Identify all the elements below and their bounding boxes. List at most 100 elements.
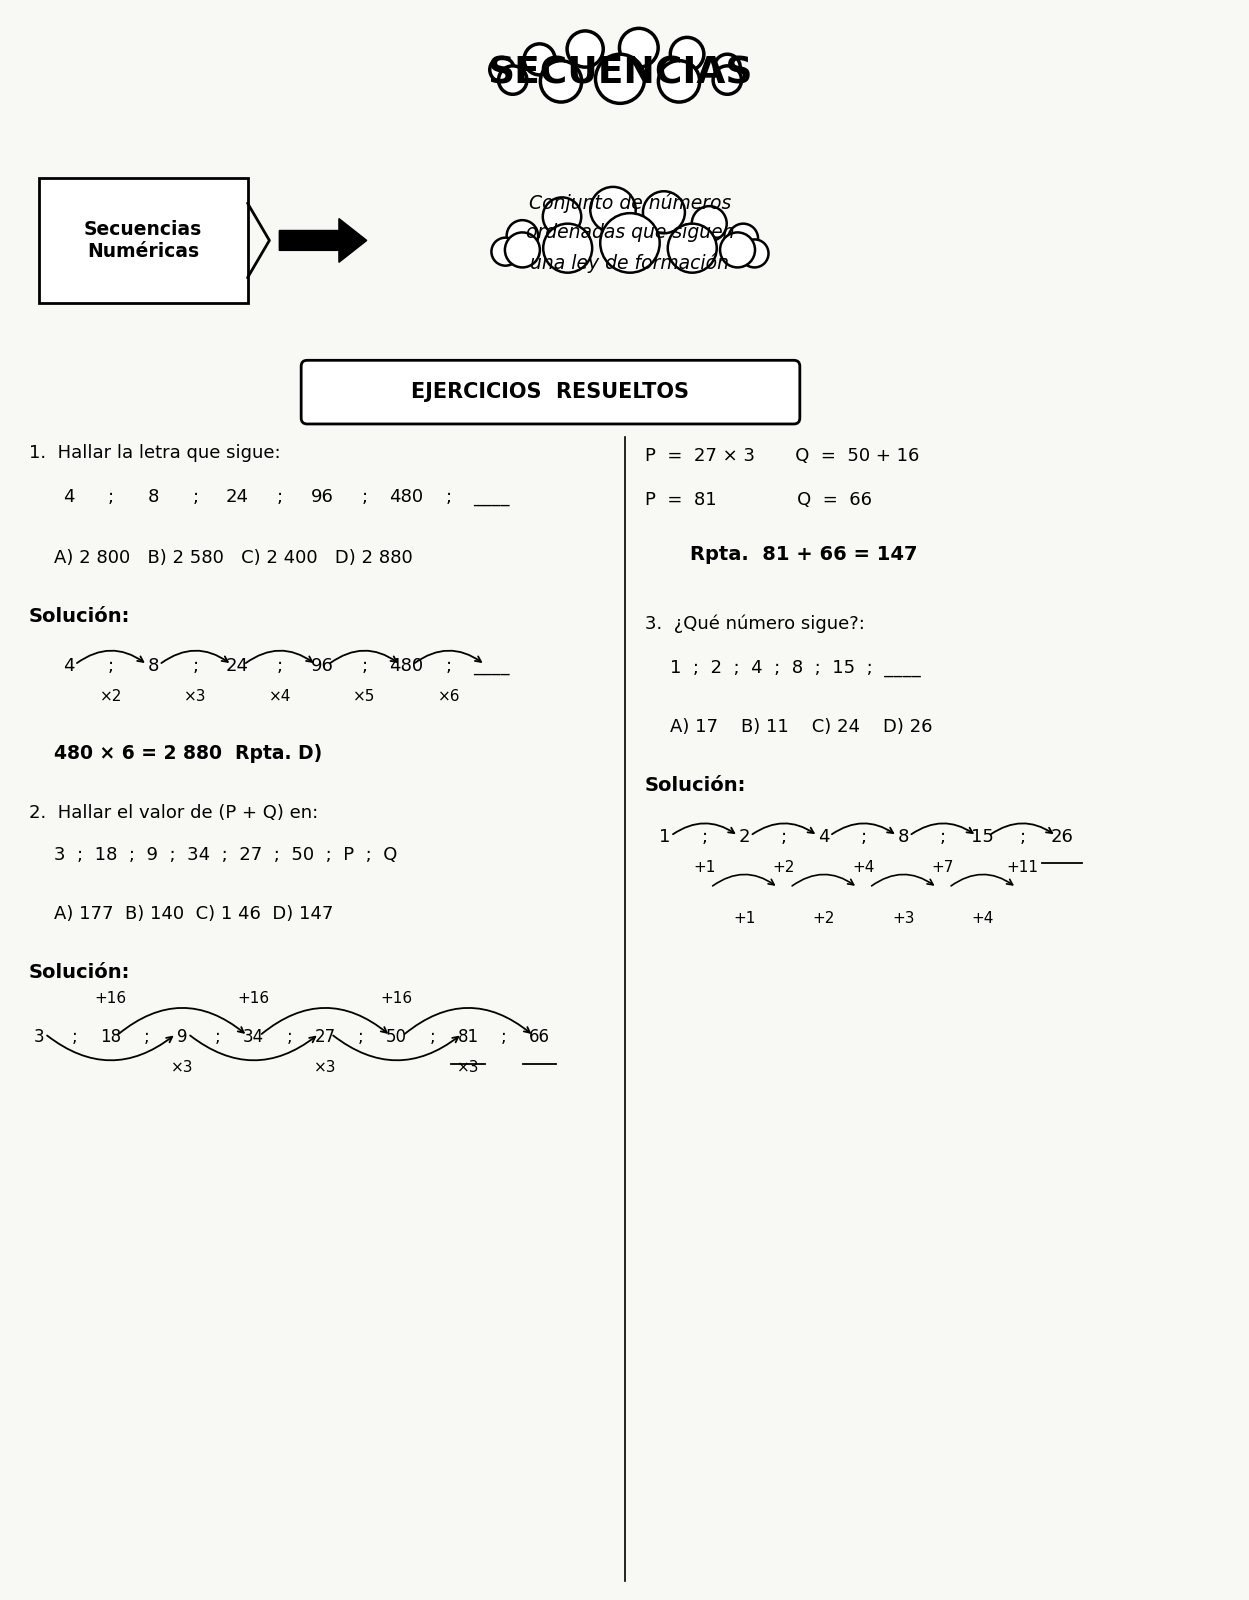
Text: +3: +3 <box>892 912 914 926</box>
Text: +4: +4 <box>852 859 874 875</box>
Circle shape <box>491 238 520 266</box>
Text: ____: ____ <box>472 656 510 675</box>
Circle shape <box>596 54 644 104</box>
Text: ;: ; <box>781 827 787 846</box>
Text: ;: ; <box>939 827 945 846</box>
Text: +16: +16 <box>381 990 412 1006</box>
Text: A) 17    B) 11    C) 24    D) 26: A) 17 B) 11 C) 24 D) 26 <box>669 718 932 736</box>
Text: ×3: ×3 <box>171 1059 194 1075</box>
Circle shape <box>601 213 659 272</box>
FancyBboxPatch shape <box>39 178 247 302</box>
Text: 480 × 6 = 2 880  Rpta. D): 480 × 6 = 2 880 Rpta. D) <box>54 744 322 763</box>
Text: 1: 1 <box>659 827 671 846</box>
Circle shape <box>668 224 717 272</box>
Circle shape <box>541 61 582 102</box>
Text: 3.  ¿Qué número sigue?:: 3. ¿Qué número sigue?: <box>644 614 864 634</box>
Text: +16: +16 <box>237 990 270 1006</box>
Circle shape <box>498 66 527 94</box>
Circle shape <box>692 206 727 242</box>
Circle shape <box>490 58 515 82</box>
Text: A) 2 800   B) 2 580   C) 2 400   D) 2 880: A) 2 800 B) 2 580 C) 2 400 D) 2 880 <box>54 549 412 568</box>
Text: ;: ; <box>446 488 452 506</box>
Text: Solución:: Solución: <box>644 776 746 795</box>
Text: 8: 8 <box>147 656 159 675</box>
Circle shape <box>505 232 540 267</box>
Text: ;: ; <box>358 1027 363 1046</box>
FancyArrowPatch shape <box>330 651 397 662</box>
Text: ×3: ×3 <box>457 1059 480 1075</box>
Circle shape <box>721 232 756 267</box>
Text: P  =  27 × 3       Q  =  50 + 16: P = 27 × 3 Q = 50 + 16 <box>644 446 919 466</box>
Text: ;: ; <box>107 656 114 675</box>
Text: SECUENCIAS: SECUENCIAS <box>487 56 753 91</box>
FancyArrowPatch shape <box>872 875 933 886</box>
Text: 8: 8 <box>147 488 159 506</box>
Text: +1: +1 <box>733 912 756 926</box>
Text: ;: ; <box>107 488 114 506</box>
Circle shape <box>567 30 603 67</box>
Text: A) 177  B) 140  C) 1 46  D) 147: A) 177 B) 140 C) 1 46 D) 147 <box>54 906 333 923</box>
FancyArrowPatch shape <box>47 1035 172 1061</box>
Text: 96: 96 <box>311 488 333 506</box>
Text: 2: 2 <box>738 827 749 846</box>
Circle shape <box>643 192 684 234</box>
Text: +1: +1 <box>693 859 716 875</box>
FancyArrowPatch shape <box>950 875 1013 886</box>
Circle shape <box>525 43 555 75</box>
Text: 26: 26 <box>1050 827 1073 846</box>
Text: ;: ; <box>501 1027 507 1046</box>
Polygon shape <box>280 219 367 262</box>
FancyArrowPatch shape <box>161 651 227 662</box>
Text: +7: +7 <box>932 859 954 875</box>
FancyArrowPatch shape <box>261 1008 387 1034</box>
FancyArrowPatch shape <box>77 651 144 662</box>
FancyArrowPatch shape <box>415 651 481 662</box>
Text: 66: 66 <box>530 1027 550 1046</box>
Text: 81: 81 <box>457 1027 478 1046</box>
FancyArrowPatch shape <box>832 824 893 834</box>
Text: 3  ;  18  ;  9  ;  34  ;  27  ;  50  ;  P  ;  Q: 3 ; 18 ; 9 ; 34 ; 27 ; 50 ; P ; Q <box>54 846 397 864</box>
Circle shape <box>620 29 658 67</box>
FancyArrowPatch shape <box>713 875 774 886</box>
Text: ;: ; <box>1019 827 1025 846</box>
Text: Solución:: Solución: <box>29 606 130 626</box>
Circle shape <box>591 187 636 232</box>
Text: ;: ; <box>361 488 367 506</box>
Circle shape <box>543 224 592 272</box>
Text: ;: ; <box>277 656 282 675</box>
Text: 50: 50 <box>386 1027 407 1046</box>
Text: ;: ; <box>215 1027 221 1046</box>
Text: 4: 4 <box>62 656 75 675</box>
Circle shape <box>658 61 699 102</box>
Circle shape <box>714 54 741 80</box>
Text: 24: 24 <box>226 488 249 506</box>
Text: +16: +16 <box>95 990 126 1006</box>
Text: +4: +4 <box>972 912 994 926</box>
Text: 1  ;  2  ;  4  ;  8  ;  15  ;  ____: 1 ; 2 ; 4 ; 8 ; 15 ; ____ <box>669 659 921 677</box>
Text: 480: 480 <box>390 656 423 675</box>
Text: 34: 34 <box>242 1027 264 1046</box>
Text: 4: 4 <box>62 488 75 506</box>
Circle shape <box>728 224 758 253</box>
FancyArrowPatch shape <box>190 1035 315 1061</box>
Text: ;: ; <box>192 656 199 675</box>
Text: 2.  Hallar el valor de (P + Q) en:: 2. Hallar el valor de (P + Q) en: <box>29 803 318 822</box>
FancyArrowPatch shape <box>752 824 814 834</box>
FancyArrowPatch shape <box>246 651 312 662</box>
Circle shape <box>543 197 581 235</box>
Text: Secuencias
Numéricas: Secuencias Numéricas <box>84 219 202 261</box>
Text: ;: ; <box>430 1027 435 1046</box>
Text: ;: ; <box>861 827 867 846</box>
Text: 15: 15 <box>972 827 994 846</box>
FancyArrowPatch shape <box>405 1008 530 1034</box>
Text: 24: 24 <box>226 656 249 675</box>
Text: ;: ; <box>277 488 282 506</box>
Text: 4: 4 <box>818 827 829 846</box>
FancyBboxPatch shape <box>301 360 799 424</box>
Circle shape <box>713 66 742 94</box>
Text: ×3: ×3 <box>313 1059 336 1075</box>
FancyArrowPatch shape <box>990 824 1052 834</box>
Text: ×2: ×2 <box>100 688 122 704</box>
Text: P  =  81              Q  =  66: P = 81 Q = 66 <box>644 491 872 509</box>
Text: ;: ; <box>72 1027 77 1046</box>
